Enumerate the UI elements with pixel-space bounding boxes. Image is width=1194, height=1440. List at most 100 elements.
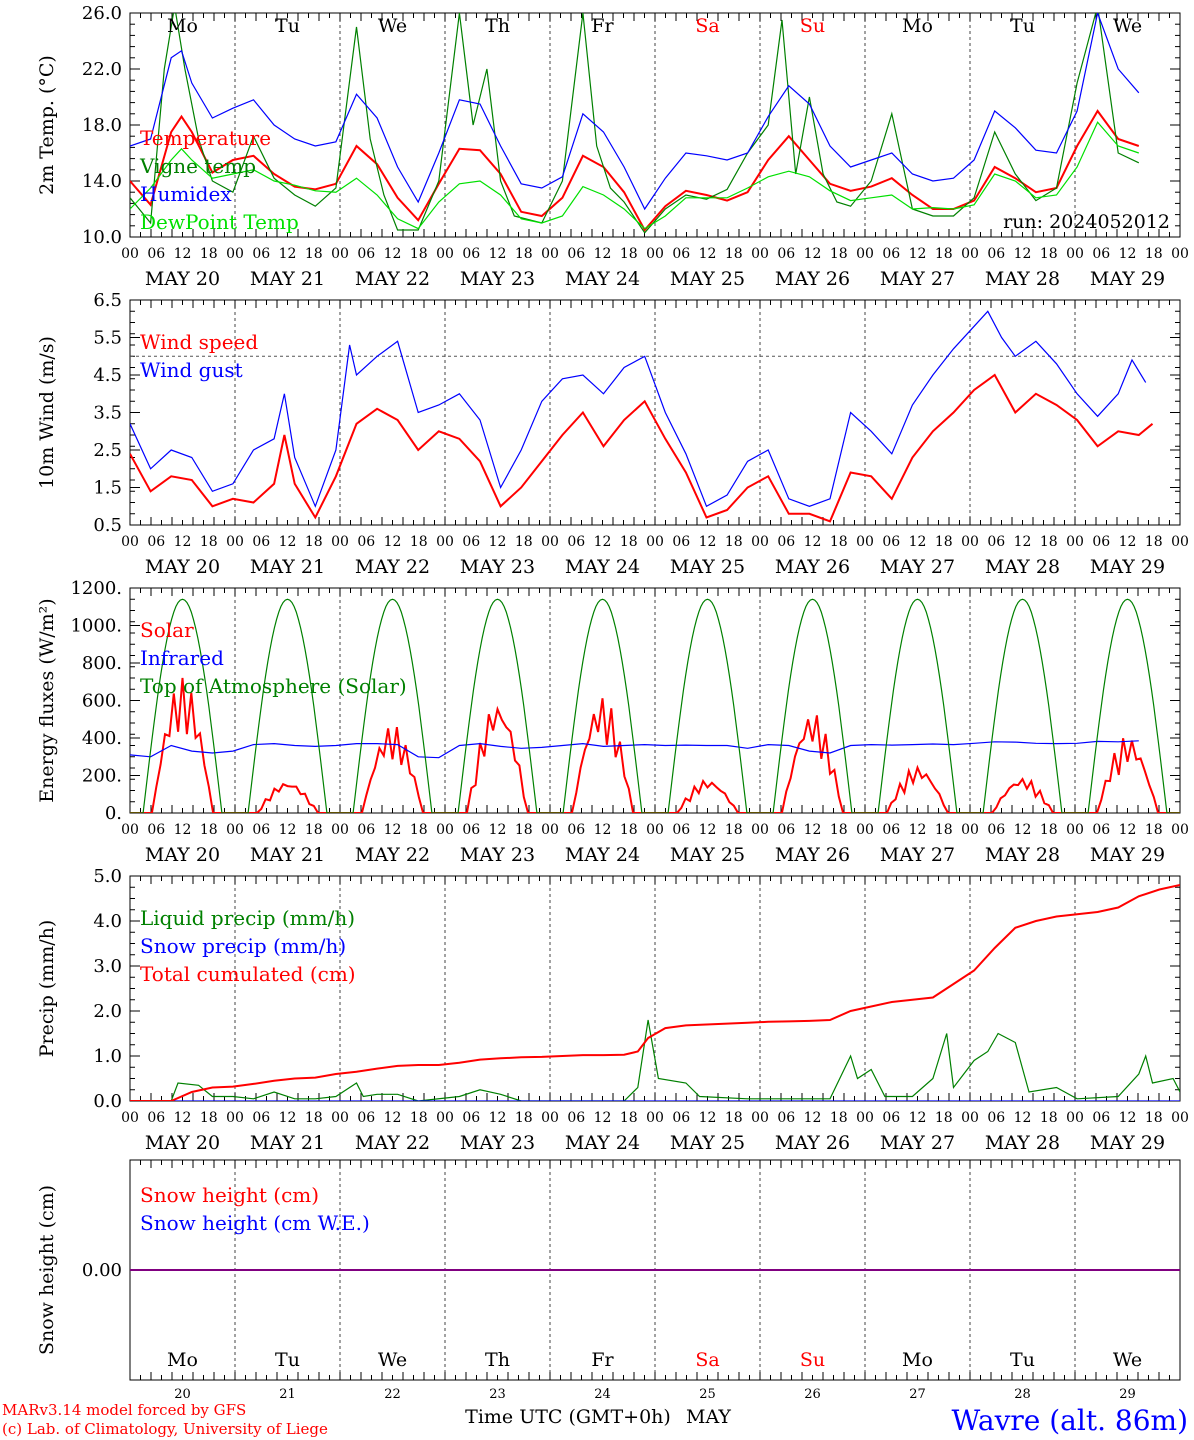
hour-label: 12 bbox=[1014, 534, 1032, 550]
date-label: MAY 29 bbox=[1090, 268, 1165, 290]
date-label: MAY 28 bbox=[985, 844, 1060, 866]
hour-label: 18 bbox=[725, 1110, 743, 1126]
hour-label: 12 bbox=[384, 534, 402, 550]
hour-label: 18 bbox=[620, 246, 638, 262]
hour-label: 00 bbox=[1171, 246, 1189, 262]
date-label: MAY 27 bbox=[880, 556, 955, 578]
day-number-label: 25 bbox=[699, 1387, 716, 1402]
y-tick-label: 1.5 bbox=[93, 478, 122, 499]
y-axis-label: 2m Temp. (°C) bbox=[36, 55, 58, 195]
date-label: MAY 24 bbox=[565, 268, 640, 290]
hour-label: 06 bbox=[882, 1110, 900, 1126]
hour-label: 00 bbox=[541, 822, 559, 838]
hour-label: 12 bbox=[489, 534, 507, 550]
y-tick-label: 4.5 bbox=[93, 365, 122, 386]
date-label: MAY 20 bbox=[145, 268, 220, 290]
hour-label: 12 bbox=[699, 534, 717, 550]
hour-label: 12 bbox=[1119, 534, 1137, 550]
series-line-light_green bbox=[130, 121, 1139, 230]
date-label: MAY 29 bbox=[1090, 556, 1165, 578]
y-tick-label: 1.0 bbox=[93, 1046, 122, 1067]
series-group bbox=[130, 884, 1180, 1101]
hour-label: 06 bbox=[567, 822, 585, 838]
hour-label: 06 bbox=[882, 534, 900, 550]
hour-label: 00 bbox=[751, 534, 769, 550]
weekday-label: We bbox=[1113, 15, 1142, 37]
y-tick-label: 22.0 bbox=[82, 59, 122, 80]
hour-label: 00 bbox=[331, 534, 349, 550]
y-tick-label: 0.00 bbox=[82, 1260, 122, 1281]
hour-label: 12 bbox=[489, 246, 507, 262]
y-tick-label: 18.0 bbox=[82, 115, 122, 136]
hour-label: 00 bbox=[646, 1110, 664, 1126]
weekday-label: We bbox=[378, 15, 407, 37]
y-tick-label: 800. bbox=[82, 653, 122, 674]
hour-label: 18 bbox=[200, 246, 218, 262]
hour-label: 18 bbox=[935, 822, 953, 838]
date-label: MAY 22 bbox=[355, 268, 430, 290]
date-label: MAY 21 bbox=[250, 1132, 325, 1154]
hour-label: 00 bbox=[646, 246, 664, 262]
date-label: MAY 20 bbox=[145, 844, 220, 866]
date-label: MAY 28 bbox=[985, 268, 1060, 290]
hour-label: 18 bbox=[305, 534, 323, 550]
date-label: MAY 26 bbox=[775, 1132, 850, 1154]
date-label: MAY 23 bbox=[460, 268, 535, 290]
hour-label: 18 bbox=[830, 534, 848, 550]
hour-label: 18 bbox=[200, 534, 218, 550]
date-label: MAY 26 bbox=[775, 268, 850, 290]
hour-label: 06 bbox=[462, 822, 480, 838]
day-number-label: 29 bbox=[1119, 1387, 1136, 1402]
hour-label: 00 bbox=[331, 822, 349, 838]
station-title: Wavre (alt. 86m) bbox=[952, 1404, 1188, 1437]
hour-label: 06 bbox=[462, 246, 480, 262]
day-number-label: 23 bbox=[489, 1387, 506, 1402]
hour-label: 00 bbox=[331, 246, 349, 262]
hour-label: 18 bbox=[515, 1110, 533, 1126]
date-label: MAY 28 bbox=[985, 1132, 1060, 1154]
hour-label: 12 bbox=[909, 1110, 927, 1126]
hour-label: 12 bbox=[699, 246, 717, 262]
hour-label: 00 bbox=[751, 1110, 769, 1126]
date-label: MAY 26 bbox=[775, 844, 850, 866]
hour-label: 12 bbox=[594, 822, 612, 838]
y-tick-label: 2.0 bbox=[93, 1001, 122, 1022]
hour-label: 12 bbox=[909, 246, 927, 262]
hour-label: 06 bbox=[1092, 1110, 1110, 1126]
hour-label: 00 bbox=[856, 246, 874, 262]
hour-label: 06 bbox=[462, 534, 480, 550]
day-number-label: 28 bbox=[1014, 1387, 1031, 1402]
hour-label: 00 bbox=[226, 822, 244, 838]
hour-label: 06 bbox=[147, 1110, 165, 1126]
weekday-label: Mo bbox=[902, 1349, 933, 1371]
hour-label: 00 bbox=[121, 246, 139, 262]
hour-label: 18 bbox=[410, 246, 428, 262]
series-line-blue bbox=[130, 13, 1140, 211]
hour-label: 12 bbox=[699, 1110, 717, 1126]
day-number-label: 27 bbox=[909, 1387, 926, 1402]
panel-2: 0.5 1.5 2.5 3.5 4.5 5.5 6.5 10m Wind (m/s) Wind … bbox=[36, 290, 1189, 578]
hour-label: 12 bbox=[279, 534, 297, 550]
hour-label: 18 bbox=[935, 1110, 953, 1126]
weekday-label: Sa bbox=[695, 15, 719, 37]
hour-label: 12 bbox=[1014, 822, 1032, 838]
hour-label: 00 bbox=[436, 1110, 454, 1126]
weekday-label: We bbox=[1113, 1349, 1142, 1371]
hour-label: 12 bbox=[804, 1110, 822, 1126]
y-tick-label: 2.5 bbox=[93, 440, 122, 461]
series-line-red bbox=[130, 373, 1154, 523]
hour-label: 12 bbox=[174, 1110, 192, 1126]
date-label: MAY 29 bbox=[1090, 844, 1165, 866]
hour-label: 06 bbox=[252, 1110, 270, 1126]
hour-label: 12 bbox=[699, 822, 717, 838]
series-line-green bbox=[130, 13, 1140, 234]
hour-label: 06 bbox=[462, 1110, 480, 1126]
model-credit: MARv3.14 model forced by GFS bbox=[2, 1401, 246, 1419]
y-axis-label: Precip (mm/h) bbox=[36, 920, 58, 1058]
day-number-label: 20 bbox=[174, 1387, 191, 1402]
hour-label: 00 bbox=[1171, 822, 1189, 838]
series-group bbox=[130, 598, 1180, 813]
hour-label: 00 bbox=[541, 1110, 559, 1126]
hour-label: 12 bbox=[174, 534, 192, 550]
